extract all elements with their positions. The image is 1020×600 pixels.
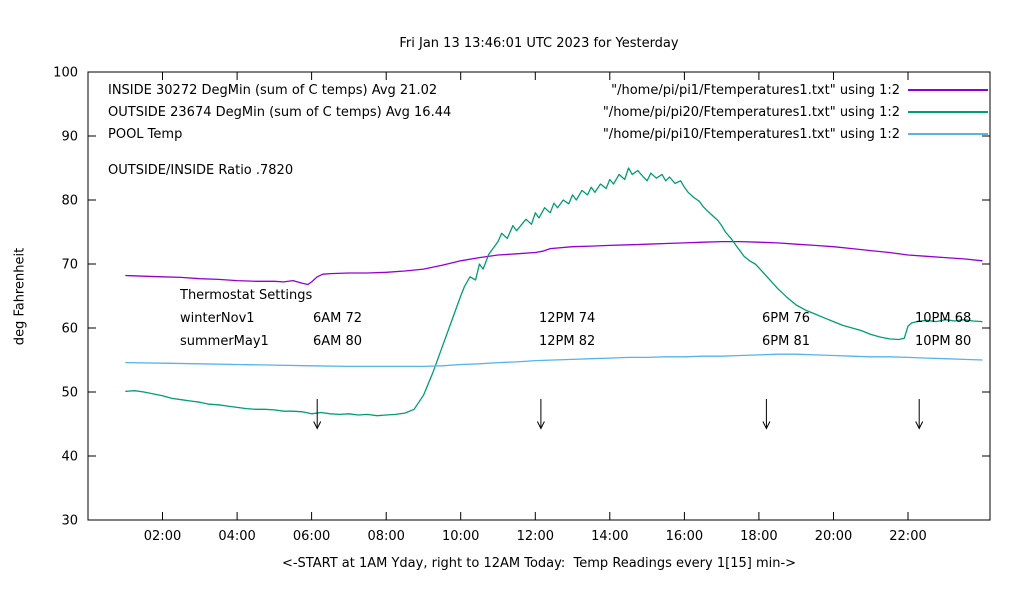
svg-text:12:00: 12:00 xyxy=(517,529,554,544)
svg-text:16:00: 16:00 xyxy=(666,529,703,544)
legend-swatch-1 xyxy=(908,111,988,113)
legend-swatch-2 xyxy=(908,133,988,135)
legend-label-pool: "/home/pi/pi10/Ftemperatures1.txt" using… xyxy=(602,126,900,142)
legend-row-outside: OUTSIDE 23674 DegMin (sum of C temps) Av… xyxy=(108,102,988,122)
thermostat-summer-10pm: 10PM 80 xyxy=(915,334,972,349)
svg-text:20:00: 20:00 xyxy=(815,529,852,544)
thermostat-winter-12pm: 12PM 74 xyxy=(539,311,596,326)
svg-text:30: 30 xyxy=(61,514,78,529)
svg-text:50: 50 xyxy=(61,386,78,401)
legend-swatch-0 xyxy=(908,89,988,91)
svg-text:04:00: 04:00 xyxy=(218,529,255,544)
thermostat-summer-6pm: 6PM 81 xyxy=(762,334,811,349)
thermostat-heading: Thermostat Settings xyxy=(180,288,313,303)
ratio-label: OUTSIDE/INSIDE Ratio .7820 xyxy=(108,163,294,178)
svg-text:40: 40 xyxy=(61,450,78,465)
pool-summary-label: POOL Temp xyxy=(108,126,183,142)
thermostat-winter-10pm: 10PM 68 xyxy=(915,311,972,326)
outside-summary-label: OUTSIDE 23674 DegMin (sum of C temps) Av… xyxy=(108,104,452,120)
svg-text:100: 100 xyxy=(53,66,78,81)
thermostat-winter-6am: 6AM 72 xyxy=(313,311,363,326)
svg-text:90: 90 xyxy=(61,130,78,145)
x-axis-label: <-START at 1AM Yday, right to 12AM Today… xyxy=(281,556,797,571)
thermostat-summer-6am: 6AM 80 xyxy=(313,334,363,349)
svg-text:02:00: 02:00 xyxy=(144,529,181,544)
thermostat-winter-name: winterNov1 xyxy=(180,311,255,326)
legend-row-pool: POOL Temp "/home/pi/pi10/Ftemperatures1.… xyxy=(108,124,988,144)
svg-text:22:00: 22:00 xyxy=(889,529,926,544)
legend-label-inside: "/home/pi/pi1/Ftemperatures1.txt" using … xyxy=(611,82,900,98)
svg-text:08:00: 08:00 xyxy=(367,529,404,544)
svg-text:80: 80 xyxy=(61,194,78,209)
svg-text:14:00: 14:00 xyxy=(591,529,628,544)
thermostat-summer-name: summerMay1 xyxy=(180,334,269,349)
thermostat-summer-12pm: 12PM 82 xyxy=(539,334,596,349)
y-axis-label: deg Fahrenheit xyxy=(12,247,28,346)
inside-summary-label: INSIDE 30272 DegMin (sum of C temps) Avg… xyxy=(108,82,438,98)
svg-text:70: 70 xyxy=(61,258,78,273)
thermostat-winter-6pm: 6PM 76 xyxy=(762,311,811,326)
chart-title: Fri Jan 13 13:46:01 UTC 2023 for Yesterd… xyxy=(399,36,679,51)
legend-row-inside: INSIDE 30272 DegMin (sum of C temps) Avg… xyxy=(108,80,988,100)
svg-text:06:00: 06:00 xyxy=(293,529,330,544)
svg-text:60: 60 xyxy=(61,322,78,337)
svg-text:10:00: 10:00 xyxy=(442,529,479,544)
legend-label-outside: "/home/pi/pi20/Ftemperatures1.txt" using… xyxy=(602,104,900,120)
svg-text:18:00: 18:00 xyxy=(740,529,777,544)
